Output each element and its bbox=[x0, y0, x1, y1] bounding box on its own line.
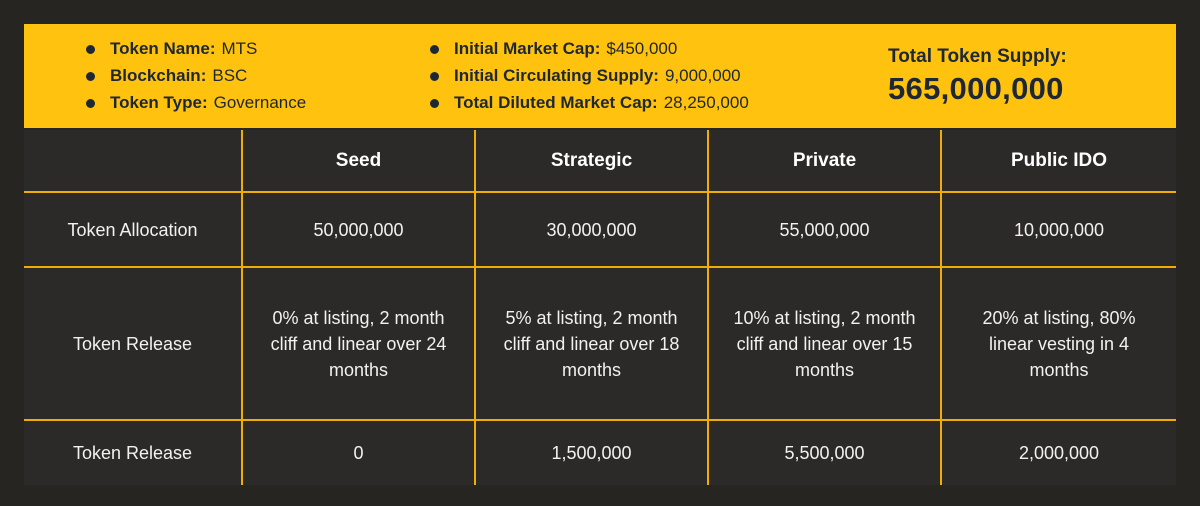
bullet-icon bbox=[86, 98, 95, 108]
banner-middle-list: Initial Market Cap: $450,000 Initial Cir… bbox=[430, 36, 888, 117]
table-row-token-release-tge: Token Release 0 1,500,000 5,500,000 2,00… bbox=[24, 420, 1176, 485]
cell-allocation-seed: 50,000,000 bbox=[241, 192, 475, 268]
info-item-total-diluted-market-cap: Total Diluted Market Cap: 28,250,000 bbox=[430, 90, 888, 117]
info-value: 28,250,000 bbox=[663, 93, 749, 112]
column-header-strategic: Strategic bbox=[474, 130, 708, 193]
info-label: Initial Market Cap: bbox=[454, 39, 601, 58]
info-value: BSC bbox=[212, 66, 248, 85]
bullet-icon bbox=[430, 71, 439, 81]
total-token-supply-label: Total Token Supply: bbox=[888, 45, 1067, 67]
row-label-token-release: Token Release bbox=[24, 267, 242, 421]
info-item-token-name: Token Name: MTS bbox=[86, 36, 430, 63]
cell-allocation-strategic: 30,000,000 bbox=[474, 192, 708, 268]
info-value: $450,000 bbox=[606, 39, 678, 58]
cell-release-public-ido: 20% at listing, 80% linear vesting in 4 … bbox=[940, 267, 1176, 421]
info-item-initial-circulating-supply: Initial Circulating Supply: 9,000,000 bbox=[430, 63, 888, 90]
info-value: MTS bbox=[221, 39, 258, 58]
table-row-token-allocation: Token Allocation 50,000,000 30,000,000 5… bbox=[24, 192, 1176, 268]
info-label: Token Type: bbox=[110, 93, 208, 112]
tokenomics-banner: Token Name: MTS Blockchain: BSC Token Ty… bbox=[24, 24, 1176, 128]
cell-release-strategic: 5% at listing, 2 month cliff and linear … bbox=[474, 267, 708, 421]
info-item-blockchain: Blockchain: BSC bbox=[86, 63, 430, 90]
info-label: Initial Circulating Supply: bbox=[454, 66, 659, 85]
column-header-private: Private bbox=[707, 130, 941, 193]
cell-release2-private: 5,500,000 bbox=[707, 420, 941, 485]
table-header-row: Seed Strategic Private Public IDO bbox=[24, 130, 1176, 193]
info-item-token-type: Token Type: Governance bbox=[86, 90, 430, 117]
info-item-initial-market-cap: Initial Market Cap: $450,000 bbox=[430, 36, 888, 63]
table-row-token-release-vesting: Token Release 0% at listing, 2 month cli… bbox=[24, 267, 1176, 421]
column-header-empty bbox=[24, 130, 242, 193]
column-header-seed: Seed bbox=[241, 130, 475, 193]
tokenomics-table: Seed Strategic Private Public IDO Token … bbox=[24, 130, 1176, 485]
banner-left-list: Token Name: MTS Blockchain: BSC Token Ty… bbox=[24, 36, 430, 117]
info-label: Total Diluted Market Cap: bbox=[454, 93, 658, 112]
total-token-supply-value: 565,000,000 bbox=[888, 70, 1064, 106]
bullet-icon bbox=[86, 71, 95, 81]
column-header-public-ido: Public IDO bbox=[940, 130, 1176, 193]
info-label: Token Name: bbox=[110, 39, 216, 58]
row-label-token-allocation: Token Allocation bbox=[24, 192, 242, 268]
cell-release2-strategic: 1,500,000 bbox=[474, 420, 708, 485]
cell-release-seed: 0% at listing, 2 month cliff and linear … bbox=[241, 267, 475, 421]
info-value: Governance bbox=[213, 93, 307, 112]
cell-release2-seed: 0 bbox=[241, 420, 475, 485]
cell-allocation-private: 55,000,000 bbox=[707, 192, 941, 268]
cell-release2-public-ido: 2,000,000 bbox=[940, 420, 1176, 485]
cell-allocation-public-ido: 10,000,000 bbox=[940, 192, 1176, 268]
info-label: Blockchain: bbox=[110, 66, 207, 85]
bullet-icon bbox=[430, 44, 439, 54]
cell-release-private: 10% at listing, 2 month cliff and linear… bbox=[707, 267, 941, 421]
bullet-icon bbox=[430, 98, 439, 108]
total-token-supply-block: Total Token Supply: 565,000,000 bbox=[888, 46, 1176, 107]
info-value: 9,000,000 bbox=[664, 66, 741, 85]
row-label-token-release-2: Token Release bbox=[72, 443, 193, 463]
bullet-icon bbox=[86, 44, 95, 54]
